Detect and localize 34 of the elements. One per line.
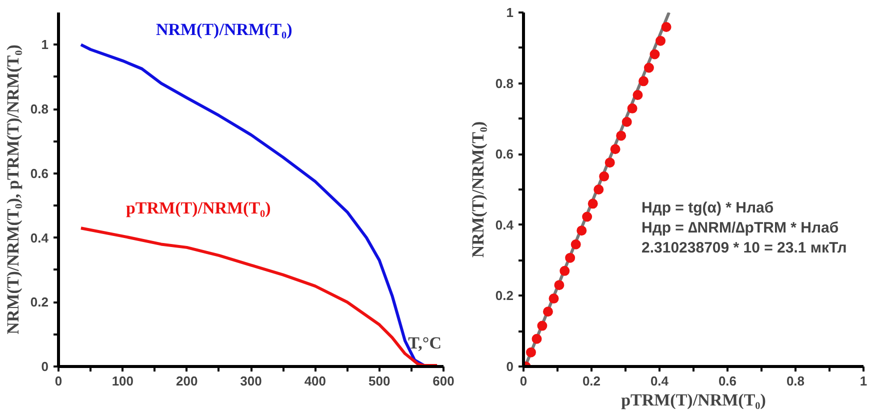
x-tick-label: 100 — [112, 374, 134, 388]
annotation: 2.310238709 * 10 = 23.1 мкТл — [642, 240, 847, 256]
annotation: Hдр = tg(α) * Hлаб — [642, 200, 774, 216]
y-tick-label: 1 — [506, 5, 514, 20]
series-label: pTRM(T)/NRM(T₀) — [126, 198, 271, 218]
x-axis-title: T,°C — [408, 334, 442, 352]
x-tick-label: 200 — [176, 374, 198, 388]
x-tick-label: 300 — [240, 374, 262, 388]
x-axis-title: pTRM(T)/NRM(T₀) — [621, 390, 766, 410]
y-tick-label: 0.6 — [495, 146, 514, 162]
y-tick-label: 0.6 — [30, 166, 49, 181]
x-tick-label: 0.2 — [582, 374, 601, 388]
y-tick-label: 0.4 — [495, 217, 514, 232]
y-axis-title: NRM(T)/NRM(T₀), pTRM(T)/NRM(T₀) — [3, 44, 22, 334]
x-tick-label: 500 — [368, 374, 390, 388]
x-tick-label: 0 — [520, 374, 528, 388]
x-tick-label: 1 — [860, 374, 868, 388]
y-tick-label: 0 — [506, 359, 514, 374]
y-axis-title: NRM(T)/NRM(T₀) — [468, 121, 488, 258]
y-tick-label: 0 — [41, 359, 49, 374]
y-tick-label: 0.2 — [495, 288, 514, 304]
series-label: NRM(T)/NRM(T₀) — [156, 20, 292, 40]
x-tick-label: 400 — [304, 374, 326, 388]
y-tick-label: 0.8 — [495, 76, 514, 91]
y-tick-label: 0.8 — [30, 102, 49, 117]
x-tick-label: 0.4 — [650, 374, 670, 388]
x-tick-label: 0.6 — [718, 374, 737, 388]
x-tick-label: 0.8 — [786, 374, 805, 388]
y-tick-label: 0.4 — [30, 230, 50, 246]
x-tick-label: 600 — [432, 374, 454, 388]
y-tick-label: 0.2 — [30, 294, 49, 310]
annotation: Hдр = ∆NRM/∆pTRM * Hлаб — [642, 220, 839, 236]
x-tick-label: 0 — [54, 374, 62, 388]
y-tick-label: 1 — [41, 37, 49, 52]
